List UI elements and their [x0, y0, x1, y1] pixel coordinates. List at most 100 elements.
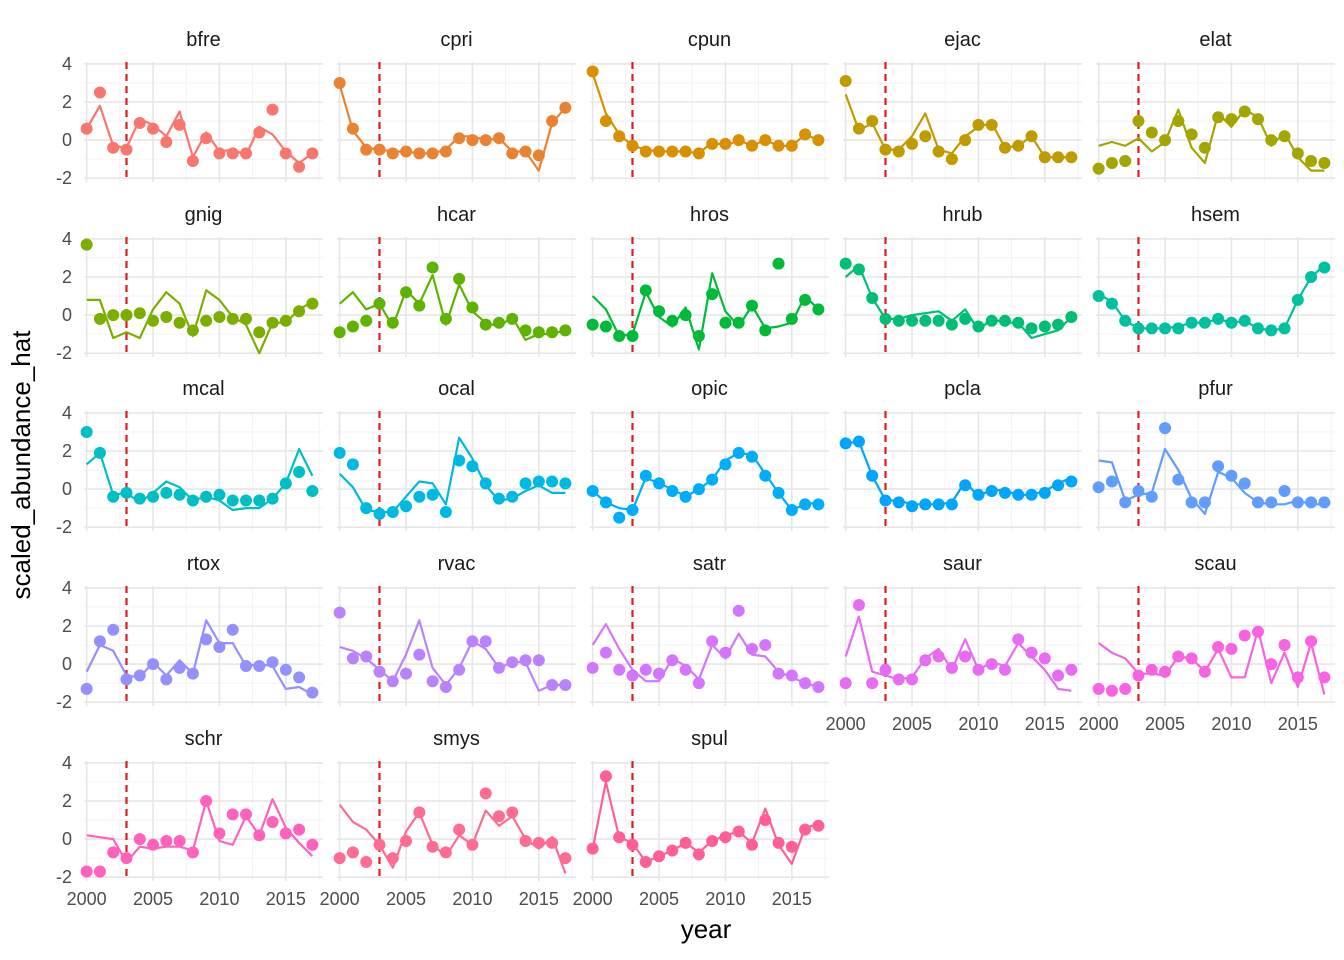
data-point-hcar — [333, 326, 346, 339]
data-point-ejac — [1012, 139, 1025, 152]
data-point-elat — [1318, 156, 1331, 169]
data-point-rtox — [200, 633, 213, 646]
data-point-mcal — [107, 490, 120, 503]
data-point-opic — [772, 486, 785, 499]
data-point-schr — [160, 835, 173, 847]
x-axis-title: year — [681, 914, 732, 944]
data-point-ocal — [413, 490, 426, 503]
x-tick-label: 2015 — [772, 889, 812, 909]
data-point-opic — [679, 490, 692, 503]
facet-label: ocal — [438, 378, 475, 400]
data-point-cpri — [400, 145, 413, 158]
data-point-mcal — [226, 494, 239, 507]
data-point-cpun — [706, 137, 719, 150]
facet-label: rtox — [187, 553, 220, 575]
data-point-mcal — [213, 488, 226, 501]
series-line-schr — [86, 797, 314, 864]
data-point-mcal — [306, 485, 319, 497]
series-line-ejac — [844, 94, 1072, 159]
data-point-pfur — [1265, 496, 1278, 509]
data-point-saur — [919, 654, 932, 667]
data-point-smys — [373, 838, 386, 851]
data-point-hsem — [1251, 322, 1264, 335]
data-point-ocal — [386, 505, 399, 518]
data-point-hsem — [1132, 322, 1145, 335]
data-point-pcla — [852, 435, 865, 448]
data-point-saur — [945, 661, 958, 674]
y-tick-label: -2 — [56, 343, 72, 363]
data-point-saur — [839, 677, 852, 690]
data-point-hcar — [386, 316, 399, 329]
data-point-satr — [639, 663, 652, 676]
data-point-hros — [639, 284, 652, 297]
facet-label: satr — [693, 553, 727, 575]
y-tick-label: -2 — [56, 692, 72, 712]
data-point-opic — [599, 496, 612, 509]
data-point-pfur — [1185, 496, 1198, 509]
data-point-gnig — [147, 314, 160, 327]
data-point-cpri — [559, 101, 572, 114]
data-point-satr — [653, 667, 666, 680]
data-point-hcar — [413, 299, 426, 312]
data-point-hcar — [492, 316, 505, 329]
facet-panel-mcal: mcal -2 0 2 4 — [56, 378, 323, 537]
data-point-cpri — [453, 132, 466, 145]
data-point-hros — [679, 309, 692, 322]
data-point-schr — [213, 827, 226, 840]
facet-panel-bfre: bfre -2 0 2 4 — [56, 29, 323, 188]
data-point-rvac — [506, 656, 519, 669]
data-point-smys — [479, 787, 492, 800]
data-point-scau — [1159, 665, 1172, 678]
data-point-mcal — [80, 425, 93, 438]
data-point-bfre — [213, 147, 226, 160]
facet-label: hros — [690, 204, 729, 226]
data-point-elat — [1278, 130, 1291, 143]
data-point-opic — [785, 504, 798, 517]
data-point-satr — [599, 646, 612, 659]
data-point-hsem — [1225, 316, 1238, 329]
facet-label: rvac — [438, 553, 476, 575]
data-point-schr — [253, 829, 266, 842]
data-point-saur — [959, 650, 972, 663]
data-point-hcar — [532, 326, 545, 339]
data-point-gnig — [120, 309, 133, 322]
data-point-hrub — [932, 314, 945, 327]
data-point-satr — [586, 661, 599, 674]
y-tick-label: 4 — [62, 578, 72, 598]
data-point-scau — [1251, 625, 1264, 638]
facet-label: elat — [1199, 29, 1232, 51]
data-point-hcar — [559, 324, 572, 337]
series-line-hcar — [338, 274, 566, 341]
data-point-ejac — [892, 145, 905, 158]
data-point-pcla — [972, 488, 985, 501]
data-point-hros — [653, 305, 666, 318]
data-point-spul — [759, 814, 772, 827]
data-point-mcal — [253, 494, 266, 507]
y-tick-label: 2 — [62, 791, 72, 811]
data-point-hros — [799, 293, 812, 306]
facet-label: spul — [691, 728, 728, 750]
data-point-cpun — [732, 134, 745, 147]
y-tick-label: 0 — [62, 479, 72, 499]
facet-panel-hcar: hcar — [333, 204, 576, 357]
data-point-hcar — [453, 272, 466, 285]
data-point-ocal — [479, 477, 492, 490]
data-point-mcal — [279, 477, 292, 490]
data-point-cpri — [426, 147, 439, 160]
data-point-pfur — [1291, 496, 1304, 509]
facet-panel-rtox: rtox -2 0 2 4 — [56, 553, 323, 712]
series-line-saur — [844, 615, 1072, 692]
data-point-scau — [1145, 663, 1158, 676]
data-point-cpun — [745, 139, 758, 152]
data-point-spul — [732, 825, 745, 838]
data-point-ocal — [439, 505, 452, 518]
data-point-mcal — [120, 486, 133, 499]
data-point-bfre — [120, 143, 133, 156]
data-point-saur — [985, 658, 998, 671]
data-point-bfre — [186, 155, 199, 168]
data-point-ejac — [1038, 151, 1051, 164]
data-point-hcar — [506, 312, 519, 325]
facet-label: hrub — [942, 204, 982, 226]
data-point-pcla — [1025, 488, 1038, 501]
data-point-spul — [599, 770, 612, 783]
